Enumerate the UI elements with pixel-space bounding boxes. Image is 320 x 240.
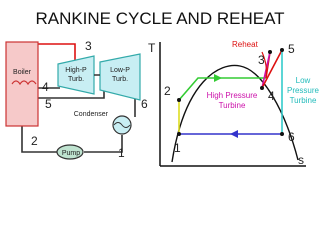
condenser-label: Condenser bbox=[74, 111, 109, 118]
state-label: 3 bbox=[85, 39, 92, 53]
title: RANKINE CYCLE AND REHEAT bbox=[35, 9, 284, 28]
high-p-turbine-label: High-P bbox=[65, 67, 87, 74]
axis-label: T bbox=[148, 41, 156, 55]
state-point bbox=[280, 48, 284, 52]
state-label: 6 bbox=[288, 130, 295, 144]
saturation-dome bbox=[171, 64, 299, 163]
boiler bbox=[5, 41, 39, 127]
high-p-turbine-label: Turb. bbox=[68, 76, 84, 83]
arrow bbox=[214, 74, 222, 82]
state-point bbox=[280, 132, 284, 136]
boiler-label: Boiler bbox=[13, 69, 32, 76]
reheat-label: Reheat bbox=[232, 40, 259, 49]
pipe-2 bbox=[21, 126, 58, 153]
state-label: 2 bbox=[164, 84, 171, 98]
high-p-turbine bbox=[57, 55, 95, 95]
state-label: 5 bbox=[45, 97, 52, 111]
state-label: 1 bbox=[174, 141, 181, 155]
low-p-turbine-label: Turb. bbox=[112, 76, 128, 83]
state-label: 4 bbox=[42, 80, 49, 94]
state-label: 1 bbox=[118, 146, 125, 160]
arrow bbox=[230, 130, 238, 138]
state-point bbox=[177, 98, 181, 102]
reheat-line bbox=[261, 49, 283, 89]
state-label: 2 bbox=[31, 134, 38, 148]
hp-turbine-label: High Pressure bbox=[207, 91, 258, 100]
lp-turbine-label: Turbine bbox=[290, 96, 317, 105]
reheat-arrow bbox=[261, 51, 268, 79]
low-p-turbine-label: Low-P bbox=[110, 67, 130, 74]
ts-axes bbox=[159, 42, 306, 167]
page: RANKINE CYCLE AND REHEAT Boiler High-P T… bbox=[5, 9, 320, 167]
state-label: 4 bbox=[268, 89, 275, 103]
low-p-turbine bbox=[99, 53, 141, 101]
hp-turbine-label: Turbine bbox=[219, 101, 246, 110]
state-label: 6 bbox=[141, 97, 148, 111]
pipe-1 bbox=[84, 135, 123, 153]
boiler-coil bbox=[11, 80, 37, 86]
condenser-coil bbox=[113, 122, 131, 128]
heating-line bbox=[178, 77, 266, 101]
state-point bbox=[260, 86, 264, 90]
state-label: 3 bbox=[258, 53, 265, 67]
state-point bbox=[268, 50, 272, 54]
lp-turbine-label: Low bbox=[296, 76, 311, 85]
pump-label: Pump bbox=[62, 150, 80, 157]
state-label: 5 bbox=[288, 42, 295, 56]
pump bbox=[56, 144, 84, 160]
state-point bbox=[177, 132, 181, 136]
axis-label: s bbox=[298, 153, 304, 167]
lp-turbine-label: Pressure bbox=[287, 86, 320, 95]
